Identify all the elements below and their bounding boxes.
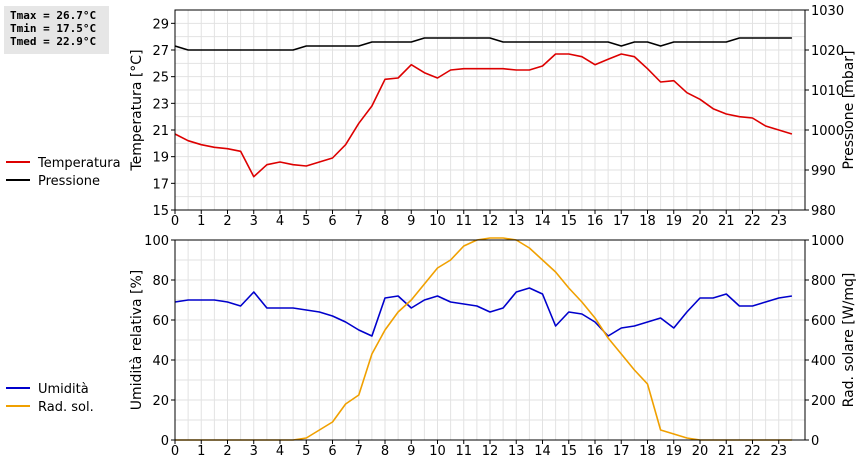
series-line-temperatura bbox=[174, 53, 793, 178]
x-tick-label: 8 bbox=[381, 444, 389, 459]
x-tick-label: 6 bbox=[328, 214, 336, 229]
y-left-tick-label: 20 bbox=[152, 394, 169, 409]
x-tick-label: 5 bbox=[302, 214, 310, 229]
y-left-tick-label: 15 bbox=[152, 204, 169, 219]
x-tick-label: 21 bbox=[718, 214, 735, 229]
x-tick-label: 6 bbox=[328, 444, 336, 459]
x-tick-label: 11 bbox=[455, 214, 472, 229]
x-tick-label: 2 bbox=[223, 444, 231, 459]
y-right-tick-label: 600 bbox=[811, 314, 836, 329]
y-left-tick-label: 60 bbox=[152, 314, 169, 329]
legend-label-pressione: Pressione bbox=[38, 174, 100, 189]
x-tick-label: 3 bbox=[250, 214, 258, 229]
x-tick-label: 10 bbox=[429, 214, 446, 229]
x-tick-label: 0 bbox=[171, 214, 179, 229]
stats-box: Tmax = 26.7°C Tmin = 17.5°C Tmed = 22.9°… bbox=[4, 6, 109, 54]
legend-label-temperatura: Temperatura bbox=[37, 156, 121, 171]
x-tick-label: 10 bbox=[429, 444, 446, 459]
x-tick-label: 7 bbox=[355, 214, 363, 229]
y-right-tick-label: 980 bbox=[811, 204, 836, 219]
x-tick-label: 17 bbox=[613, 444, 630, 459]
x-tick-label: 19 bbox=[665, 444, 682, 459]
x-tick-label: 9 bbox=[407, 214, 415, 229]
x-tick-label: 11 bbox=[455, 444, 472, 459]
y-right-tick-label: 1000 bbox=[811, 124, 844, 139]
y-right-tick-label: 200 bbox=[811, 394, 836, 409]
series-line-umidit bbox=[174, 287, 793, 337]
x-tick-label: 18 bbox=[639, 214, 656, 229]
chart-panel-1: 0 1 2 3 4 5 6 7 8 9 10 11 12 13 14 15 16 17 18 19 20 21 22 2315… bbox=[6, 4, 857, 229]
x-tick-label: 14 bbox=[534, 444, 551, 459]
x-tick-label: 1 bbox=[197, 444, 205, 459]
y-right-tick-label: 1000 bbox=[811, 234, 844, 249]
x-tick-label: 14 bbox=[534, 214, 551, 229]
y-left-tick-label: 17 bbox=[152, 177, 169, 192]
x-tick-label: 8 bbox=[381, 214, 389, 229]
y-right-axis-label: Pressione [mbar] bbox=[841, 50, 857, 169]
legend-label-umidit: Umidità bbox=[38, 382, 89, 397]
x-tick-label: 9 bbox=[407, 444, 415, 459]
x-tick-label: 12 bbox=[482, 214, 499, 229]
x-tick-label: 3 bbox=[250, 444, 258, 459]
series-line-pressione bbox=[174, 37, 792, 51]
x-tick-label: 21 bbox=[718, 444, 735, 459]
chart-panel-2: 0 1 2 3 4 5 6 7 8 9 10 11 12 13 14 15 16 17 18 19 20 21 22 2302… bbox=[6, 234, 857, 459]
y-right-axis-label: Rad. solare [W/mq] bbox=[841, 273, 857, 408]
x-tick-label: 19 bbox=[665, 214, 682, 229]
y-left-tick-label: 25 bbox=[152, 71, 169, 86]
legend-label-rad-sol: Rad. sol. bbox=[38, 400, 94, 415]
series-line-rad-sol bbox=[175, 237, 792, 441]
y-right-tick-label: 1020 bbox=[811, 44, 844, 59]
y-left-tick-label: 80 bbox=[152, 274, 169, 289]
y-left-tick-label: 40 bbox=[152, 354, 169, 369]
y-right-tick-label: 1030 bbox=[811, 4, 844, 19]
x-tick-label: 18 bbox=[639, 444, 656, 459]
y-right-tick-label: 400 bbox=[811, 354, 836, 369]
x-tick-label: 17 bbox=[613, 214, 630, 229]
x-tick-label: 22 bbox=[744, 444, 761, 459]
x-tick-label: 7 bbox=[355, 444, 363, 459]
tmed-label: Tmed = 22.9°C bbox=[10, 35, 97, 48]
y-left-tick-label: 0 bbox=[161, 434, 169, 449]
y-right-tick-label: 0 bbox=[811, 434, 819, 449]
x-tick-label: 23 bbox=[770, 444, 787, 459]
y-left-tick-label: 27 bbox=[152, 44, 169, 59]
y-right-tick-label: 1010 bbox=[811, 84, 844, 99]
y-left-tick-label: 29 bbox=[152, 17, 169, 32]
y-right-tick-label: 990 bbox=[811, 164, 836, 179]
y-left-axis-label: Temperatura [°C] bbox=[129, 49, 145, 171]
x-tick-label: 0 bbox=[171, 444, 179, 459]
x-tick-label: 15 bbox=[560, 214, 577, 229]
tmin-label: Tmin = 17.5°C bbox=[10, 22, 97, 35]
y-left-tick-label: 21 bbox=[152, 124, 169, 139]
tmax-label: Tmax = 26.7°C bbox=[10, 9, 97, 22]
x-tick-label: 23 bbox=[770, 214, 787, 229]
y-left-tick-label: 100 bbox=[144, 234, 169, 249]
x-tick-label: 22 bbox=[744, 214, 761, 229]
x-tick-label: 13 bbox=[508, 444, 525, 459]
x-tick-label: 1 bbox=[197, 214, 205, 229]
y-right-tick-label: 800 bbox=[811, 274, 836, 289]
x-tick-label: 13 bbox=[508, 214, 525, 229]
y-left-tick-label: 23 bbox=[152, 97, 169, 112]
x-tick-label: 15 bbox=[560, 444, 577, 459]
y-left-tick-label: 19 bbox=[152, 151, 169, 166]
x-tick-label: 16 bbox=[587, 214, 604, 229]
x-tick-label: 4 bbox=[276, 444, 284, 459]
x-tick-label: 20 bbox=[692, 444, 709, 459]
x-tick-label: 2 bbox=[223, 214, 231, 229]
x-tick-label: 12 bbox=[482, 444, 499, 459]
y-left-axis-label: Umidità relativa [%] bbox=[129, 270, 145, 411]
x-tick-label: 16 bbox=[587, 444, 604, 459]
x-tick-label: 4 bbox=[276, 214, 284, 229]
x-tick-label: 5 bbox=[302, 444, 310, 459]
x-tick-label: 20 bbox=[692, 214, 709, 229]
